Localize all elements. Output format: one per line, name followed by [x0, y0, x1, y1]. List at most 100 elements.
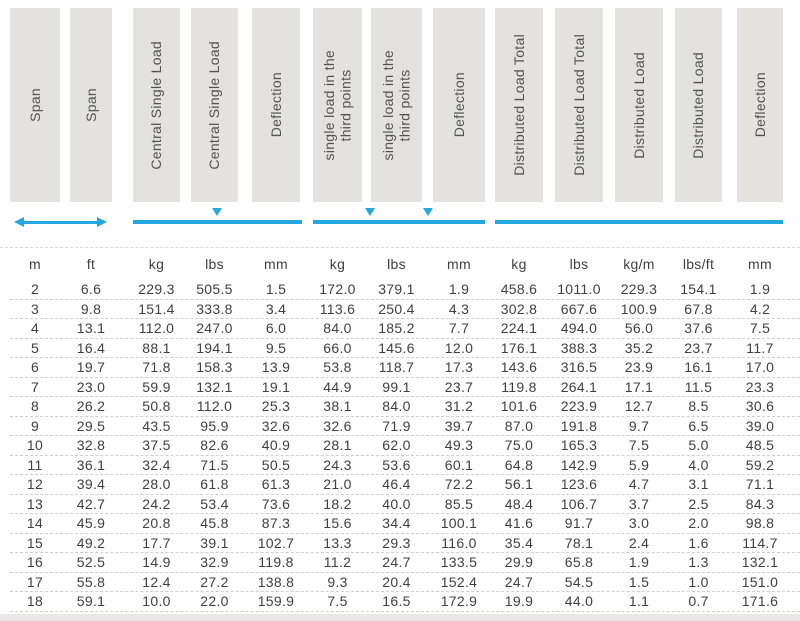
cell-value: 39.0	[745, 417, 775, 434]
cell-value: 84.3	[745, 495, 775, 512]
cell-value: 45.9	[76, 515, 106, 532]
table-cell: 87.3	[252, 514, 313, 533]
cell-value: 53.4	[200, 495, 229, 512]
table-cell: 11.7	[737, 339, 790, 358]
table-cell: 112.0	[133, 319, 191, 338]
third-point-triangle-icon	[365, 208, 375, 216]
column-header-third-kg: single load in the third points	[313, 8, 371, 202]
table-cell: 142.9	[555, 456, 615, 475]
cell-value: 3	[30, 300, 40, 317]
cell-value: 13.9	[261, 359, 291, 376]
table-cell: 65.8	[555, 553, 615, 572]
cell-value: 119.8	[501, 378, 537, 395]
cell-value: 82.6	[200, 437, 229, 454]
table-cell: 1.6	[675, 534, 737, 553]
table-cell: 1011.0	[555, 280, 615, 299]
cell-value: 22.0	[200, 593, 229, 610]
cell-value: 48.4	[504, 495, 534, 512]
cell-value: 2.4	[628, 534, 650, 551]
table-cell: 3.1	[675, 475, 737, 494]
table-cell: 10	[10, 436, 70, 455]
table-cell: 17.0	[737, 358, 790, 377]
cell-value: 54.5	[564, 573, 594, 590]
cell-value: 38.1	[323, 398, 352, 415]
table-cell: 98.8	[737, 514, 790, 533]
cell-value: 99.1	[382, 378, 411, 395]
cell-value: 176.1	[500, 339, 538, 356]
header-label: single load in the third points	[379, 49, 413, 161]
cell-value: 73.6	[261, 495, 291, 512]
unit-cell-dist-lbs-ft: lbs/ft	[675, 256, 737, 272]
cell-value: 42.7	[76, 495, 106, 512]
table-cell: 20.8	[133, 514, 191, 533]
table-cell: 21.0	[313, 475, 371, 494]
cell-value: 12.4	[142, 573, 171, 590]
table-cell: 194.1	[191, 339, 252, 358]
cell-value: 112.0	[138, 320, 175, 337]
cell-value: 32.6	[261, 417, 291, 434]
cell-value: 18.2	[323, 495, 352, 512]
table-cell: 34.4	[371, 514, 433, 533]
cell-value: 2	[30, 281, 40, 298]
table-cell: 48.4	[495, 495, 555, 514]
table-cell: 32.6	[313, 417, 371, 436]
unit-cell-dist-defl: mm	[737, 256, 790, 272]
table-cell: 42.7	[70, 495, 133, 514]
table-cell: 29.3	[371, 534, 433, 553]
cell-value: 6.0	[265, 320, 287, 337]
header-box: Central Single Load	[133, 8, 180, 202]
central-load-triangle-icon	[212, 208, 222, 216]
cell-value: 23.9	[624, 359, 654, 376]
table-cell: 5.9	[615, 456, 675, 475]
column-header-span-m: Span	[10, 8, 70, 202]
table-cell: 379.1	[371, 280, 433, 299]
table-cell: 48.5	[737, 436, 790, 455]
unit-label: mm	[264, 256, 288, 272]
table-cell: 123.6	[555, 475, 615, 494]
table-row: 3 9.8 151.4 333.8 3.4 113.6 250.4 4.3 302.8 667.6…	[10, 300, 800, 319]
cell-value: 62.0	[382, 437, 411, 454]
table-cell: 17.7	[133, 534, 191, 553]
table-cell: 78.1	[555, 534, 615, 553]
cell-value: 13	[26, 495, 44, 512]
table-cell: 39.0	[737, 417, 790, 436]
cell-value: 8	[30, 398, 40, 415]
cell-value: 53.6	[382, 456, 411, 473]
unit-cell-dist-total-lbs: lbs	[555, 256, 615, 272]
table-cell: 84.0	[371, 397, 433, 416]
table-cell: 12.4	[133, 573, 191, 592]
unit-label: kg	[511, 256, 527, 272]
column-header-dist-total-lbs: Distributed Load Total	[555, 8, 615, 202]
table-cell: 333.8	[191, 300, 252, 319]
cell-value: 1.9	[628, 554, 650, 571]
cell-value: 4.7	[628, 476, 650, 493]
table-cell: 2	[10, 280, 70, 299]
table-cell: 11.2	[313, 553, 371, 572]
unit-label: mm	[447, 256, 471, 272]
span-range-arrow	[23, 221, 101, 224]
table-cell: 138.8	[252, 573, 313, 592]
cell-value: 151.4	[138, 300, 175, 317]
table-cell: 5.0	[675, 436, 737, 455]
cell-value: 133.5	[440, 554, 478, 571]
cell-value: 50.8	[142, 398, 171, 415]
cell-value: 36.1	[76, 456, 106, 473]
unit-cell-central-kg: kg	[133, 256, 191, 272]
cell-value: 6	[30, 359, 40, 376]
table-cell: 50.5	[252, 456, 313, 475]
table-cell: 250.4	[371, 300, 433, 319]
table-cell: 39.4	[70, 475, 133, 494]
cell-value: 3.0	[628, 515, 650, 532]
table-cell: 16.5	[371, 592, 433, 611]
cell-value: 100.1	[440, 515, 478, 532]
table-cell: 7.5	[615, 436, 675, 455]
cell-value: 32.4	[142, 456, 171, 473]
cell-value: 31.2	[444, 398, 474, 415]
cell-value: 61.3	[261, 476, 291, 493]
table-cell: 158.3	[191, 358, 252, 377]
cell-value: 29.3	[382, 534, 411, 551]
column-header-dist-defl: Deflection	[737, 8, 790, 202]
table-cell: 49.2	[70, 534, 133, 553]
cell-value: 71.5	[200, 456, 229, 473]
table-cell: 18	[10, 592, 70, 611]
